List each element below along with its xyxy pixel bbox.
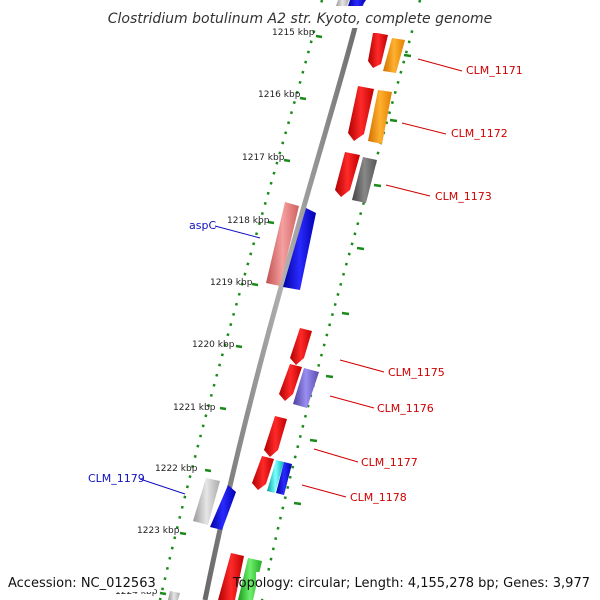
leader-lines-blue	[139, 225, 261, 495]
gene-clm-1176-red[interactable]	[279, 364, 302, 401]
kbp-label-1222: 1222 kbp	[155, 464, 198, 474]
gene-clm-1173-red[interactable]	[335, 152, 360, 197]
accession-text: Accession: NC_012563	[8, 576, 156, 591]
gene-clm-1172-red[interactable]	[348, 86, 374, 141]
kbp-label-1215: 1215 kbp	[272, 28, 315, 38]
kbp-label-1218: 1218 kbp	[227, 216, 270, 226]
gene-clm-1175-red[interactable]	[290, 328, 312, 365]
kbp-ticks	[159, 34, 323, 596]
title-backing	[100, 6, 500, 28]
kbp-label-1220: 1220 kbp	[192, 340, 235, 350]
gene-top-lightgray[interactable]	[336, 0, 349, 6]
gene-bottom-inner-lightgray[interactable]	[168, 591, 180, 600]
gene-bottom-green[interactable]	[238, 558, 262, 600]
outer-track-ticks	[293, 53, 412, 506]
gene-clm-1179-blue[interactable]	[210, 485, 236, 530]
label-clm-1177[interactable]: CLM_1177	[361, 456, 418, 469]
gene-clm-1171-cog[interactable]	[383, 38, 405, 73]
label-clm-1173[interactable]: CLM_1173	[435, 190, 492, 203]
gene-clm-1176-cog[interactable]	[293, 368, 319, 408]
gene-bottom-red[interactable]	[218, 553, 244, 600]
leader-lines-red	[301, 58, 463, 498]
label-clm-1175[interactable]: CLM_1175	[388, 366, 445, 379]
gene-aspc-cog[interactable]	[266, 202, 299, 286]
label-aspc[interactable]: aspC	[189, 219, 216, 232]
label-clm-1171[interactable]: CLM_1171	[466, 64, 523, 77]
kbp-label-1217: 1217 kbp	[242, 153, 285, 163]
gene-top-blue[interactable]	[348, 0, 366, 6]
gene-clm-1172-cog[interactable]	[368, 90, 392, 144]
label-clm-1179[interactable]: CLM_1179	[88, 472, 145, 485]
kbp-label-1221: 1221 kbp	[173, 403, 216, 413]
gene-clm-1178-cyan[interactable]	[267, 460, 284, 493]
gene-clm-1173-cog[interactable]	[352, 157, 377, 203]
gene-clm-1178-blue[interactable]	[276, 462, 292, 495]
kbp-label-1216: 1216 kbp	[258, 90, 301, 100]
kbp-label-1223: 1223 kbp	[137, 526, 180, 536]
accession-backing	[4, 572, 154, 592]
gene-clm-1177-red[interactable]	[264, 416, 287, 457]
label-clm-1172[interactable]: CLM_1172	[451, 127, 508, 140]
gene-clm-1178-red[interactable]	[252, 456, 274, 490]
label-clm-1176[interactable]: CLM_1176	[377, 402, 434, 415]
topology-backing	[256, 572, 596, 592]
gene-aspc-blue[interactable]	[283, 208, 316, 290]
gene-clm-1179-cog[interactable]	[193, 478, 220, 525]
kbp-label-1219: 1219 kbp	[210, 278, 253, 288]
topology-text: Topology: circular; Length: 4,155,278 bp…	[232, 576, 590, 591]
page-title: Clostridium botulinum A2 str. Kyoto, com…	[108, 11, 493, 27]
gene-clm-1171-red[interactable]	[368, 33, 388, 68]
label-clm-1178[interactable]: CLM_1178	[350, 491, 407, 504]
